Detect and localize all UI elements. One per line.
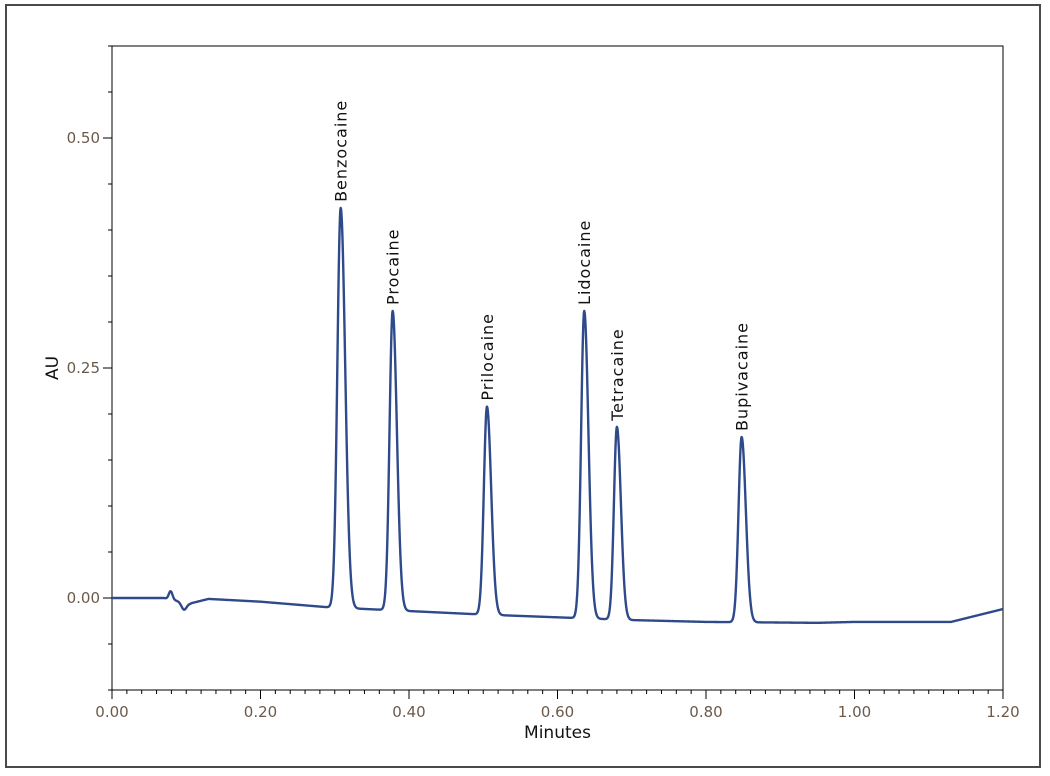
- peak-label: Lidocaine: [575, 220, 594, 305]
- chromatogram-trace: [111, 206, 1004, 625]
- x-tick-label: 0.60: [541, 703, 574, 721]
- x-tick-label: 1.00: [838, 703, 871, 721]
- y-tick-label: 0.50: [67, 129, 100, 147]
- peak-label: Benzocaine: [332, 100, 351, 202]
- y-axis-title: AU: [43, 356, 63, 380]
- plot-area: [111, 45, 1004, 691]
- x-axis-title: Minutes: [524, 723, 591, 743]
- y-axis-ticks: 0.00 0.25 0.50: [67, 129, 112, 607]
- peak-label: Procaine: [384, 229, 403, 305]
- y-tick-label: 0.25: [67, 359, 100, 377]
- peak-label: Tetracaine: [608, 328, 627, 422]
- x-axis-ticks: 0.00 0.20 0.40 0.60 0.80 1.00 1.20: [95, 690, 1020, 721]
- x-tick-label: 0.00: [95, 703, 128, 721]
- y-tick-label: 0.00: [67, 589, 100, 607]
- x-tick-label: 1.20: [986, 703, 1019, 721]
- peak-label: Prilocaine: [478, 313, 497, 401]
- x-tick-label: 0.80: [689, 703, 722, 721]
- x-tick-label: 0.40: [392, 703, 425, 721]
- x-tick-label: 0.20: [244, 703, 277, 721]
- peak-labels: Benzocaine Procaine Prilocaine Lidocaine Tet…: [332, 100, 752, 431]
- peak-label: Bupivacaine: [733, 322, 752, 431]
- chart-frame: [5, 4, 1041, 768]
- minor-ticks: [108, 45, 1004, 694]
